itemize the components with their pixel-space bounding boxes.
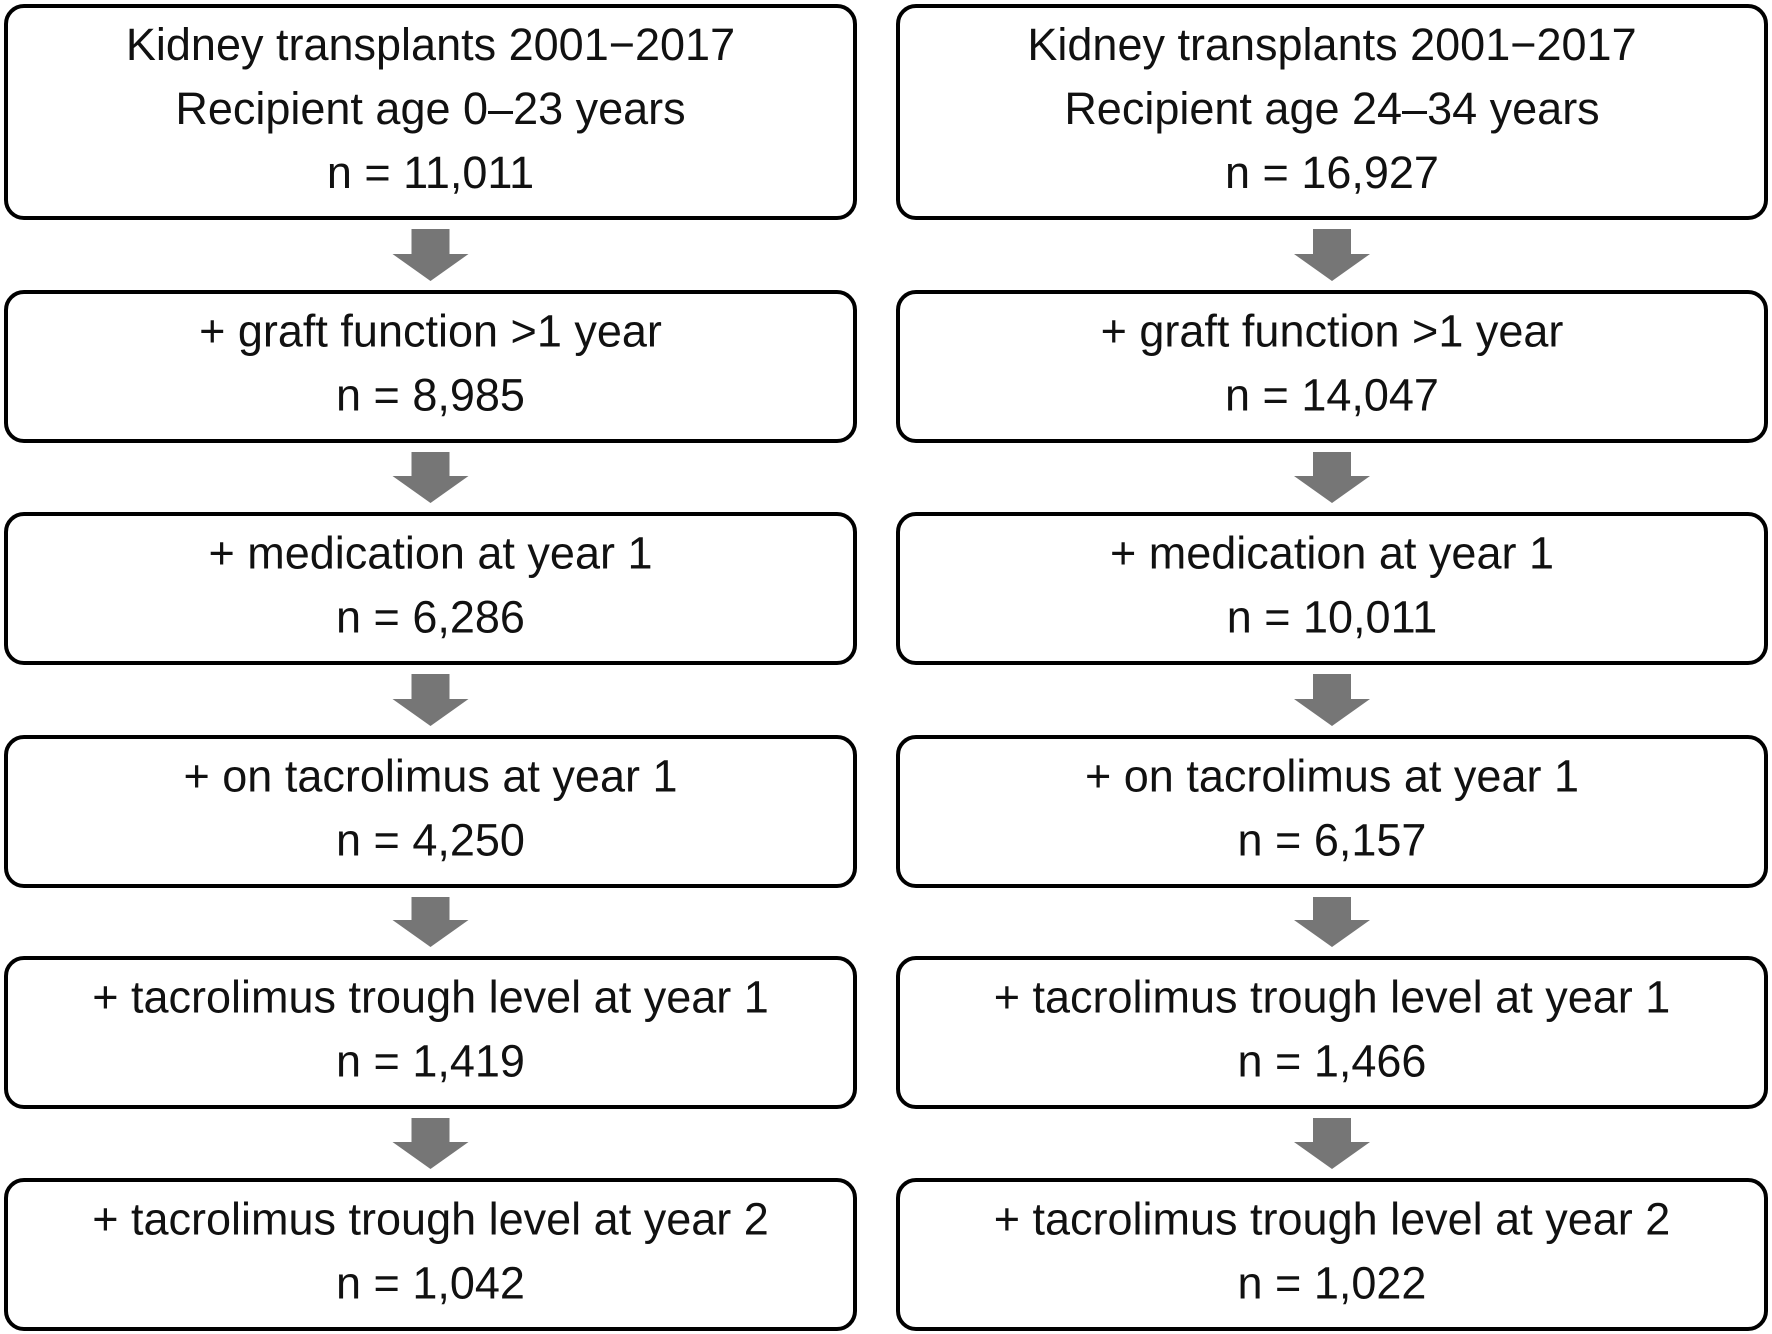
box-text: n = 10,011 bbox=[1227, 591, 1438, 642]
arrow bbox=[1294, 674, 1370, 726]
box-text: + tacrolimus trough level at year 2 bbox=[994, 1193, 1671, 1244]
arrow bbox=[392, 452, 469, 503]
flow-box bbox=[896, 290, 1768, 443]
flow-box bbox=[4, 290, 857, 443]
box-text: + tacrolimus trough level at year 1 bbox=[92, 971, 769, 1022]
flow-box bbox=[896, 1178, 1768, 1331]
box-text: Kidney transplants 2001−2017 bbox=[126, 19, 735, 70]
arrow bbox=[392, 1118, 469, 1169]
arrow bbox=[392, 897, 469, 947]
box-text: + graft function >1 year bbox=[199, 305, 662, 356]
arrow bbox=[1294, 452, 1370, 503]
flow-box bbox=[896, 4, 1768, 220]
box-text: Recipient age 0–23 years bbox=[175, 83, 685, 134]
flow-box bbox=[896, 512, 1768, 665]
flow-box bbox=[4, 512, 857, 665]
box-text: n = 1,022 bbox=[1238, 1257, 1427, 1308]
box-text: + medication at year 1 bbox=[208, 527, 652, 578]
box-text: n = 14,047 bbox=[1225, 369, 1439, 420]
box-text: n = 4,250 bbox=[336, 814, 525, 865]
box-text: + graft function >1 year bbox=[1101, 305, 1564, 356]
box-text: n = 1,042 bbox=[336, 1257, 525, 1308]
box-text: Kidney transplants 2001−2017 bbox=[1027, 19, 1636, 70]
box-text: n = 8,985 bbox=[336, 369, 525, 420]
arrow bbox=[392, 674, 469, 726]
box-text: n = 6,157 bbox=[1238, 814, 1427, 865]
flow-box bbox=[896, 735, 1768, 888]
box-text: n = 16,927 bbox=[1225, 147, 1439, 198]
box-text: + on tacrolimus at year 1 bbox=[184, 750, 678, 801]
flow-box bbox=[4, 956, 857, 1109]
box-text: n = 1,419 bbox=[336, 1035, 525, 1086]
box-text: n = 6,286 bbox=[336, 591, 525, 642]
box-text: n = 11,011 bbox=[327, 147, 534, 198]
arrow bbox=[392, 229, 469, 281]
arrow bbox=[1294, 1118, 1370, 1169]
box-text: n = 1,466 bbox=[1238, 1035, 1427, 1086]
box-text: Recipient age 24–34 years bbox=[1064, 83, 1599, 134]
flow-box bbox=[896, 956, 1768, 1109]
box-text: + on tacrolimus at year 1 bbox=[1085, 750, 1579, 801]
arrow bbox=[1294, 229, 1370, 281]
flow-box bbox=[4, 4, 857, 220]
box-text: + medication at year 1 bbox=[1110, 527, 1554, 578]
box-text: + tacrolimus trough level at year 1 bbox=[994, 971, 1671, 1022]
box-text: + tacrolimus trough level at year 2 bbox=[92, 1193, 769, 1244]
flow-box bbox=[4, 735, 857, 888]
arrow bbox=[1294, 897, 1370, 947]
flow-box bbox=[4, 1178, 857, 1331]
